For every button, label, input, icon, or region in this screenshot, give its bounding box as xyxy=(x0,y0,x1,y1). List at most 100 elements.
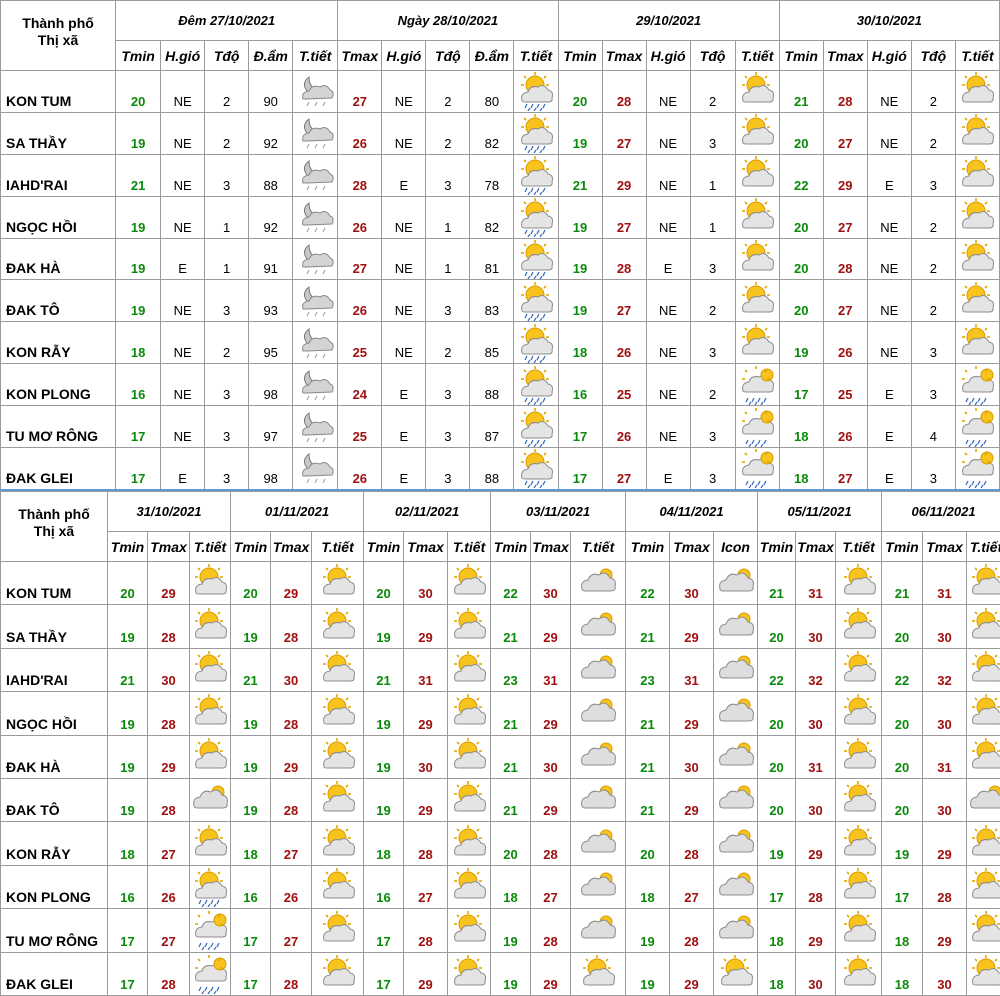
weather-icon-cell xyxy=(188,560,232,606)
tmin-value: 18 xyxy=(881,951,924,996)
section-divider xyxy=(0,489,1000,491)
column-header: T.tiết xyxy=(292,40,339,71)
weather-icon-cell xyxy=(513,237,559,281)
weather-icon-cell xyxy=(835,908,883,953)
cloud-icon xyxy=(581,612,616,636)
city-name: KON PLONG xyxy=(0,363,117,407)
wind-level: 3 xyxy=(910,153,956,197)
weather-icon-cell xyxy=(713,734,759,779)
tmax-value: 30 xyxy=(922,951,968,996)
table-row: KON TUM 20 NE 2 90 27 NE 2 80 20 28 NE 2 21 28 NE 2 xyxy=(0,70,1000,113)
weather-icon-cell xyxy=(734,70,780,113)
table-row: ĐAK TÔ 19 28 19 28 19 29 21 29 21 29 20 30 20 30 xyxy=(0,777,1000,823)
sun-cloud-icon xyxy=(972,564,1000,595)
tmax-value: 30 xyxy=(270,647,313,693)
tmax-value: 27 xyxy=(147,908,190,953)
tmin-value: 18 xyxy=(757,908,797,953)
sun-cloud-rain-icon xyxy=(520,323,553,363)
tmin-value: 19 xyxy=(107,777,148,823)
weather-icon-cell xyxy=(513,321,559,365)
wind-level: 3 xyxy=(425,363,471,407)
table-row: SA THẦY 19 28 19 28 19 29 21 29 21 29 20 30 20 30 xyxy=(0,604,1000,649)
tmin-value: 21 xyxy=(625,604,671,649)
day-header: Ngày 28/10/2021 xyxy=(337,0,559,41)
table-row: KON PLONG 16 26 16 26 16 27 18 27 18 27 17 28 17 28 xyxy=(0,864,1000,910)
weather-icon-cell xyxy=(734,363,780,407)
tmax-value: 28 xyxy=(669,821,715,866)
cloud-icon xyxy=(581,568,616,592)
column-header: Tmin xyxy=(625,531,671,562)
tmax-value: 29 xyxy=(795,821,837,866)
wind-level: 2 xyxy=(204,70,250,113)
city-name: ĐAK HÀ xyxy=(0,237,117,281)
sun-cloud-rain-icon xyxy=(520,156,553,196)
city-name: NGỌC HỒI xyxy=(0,691,108,736)
weather-icon-cell xyxy=(311,777,365,823)
sun-cloud-icon xyxy=(322,650,355,682)
sun-cloud-icon xyxy=(843,650,876,682)
wind-level: 3 xyxy=(204,447,250,490)
cloud-icon xyxy=(718,872,754,896)
tmax-value: 28 xyxy=(147,604,190,649)
tmin-value: 18 xyxy=(363,821,405,866)
column-header: Tmin xyxy=(107,531,148,562)
city-name: TU MƠ RÔNG xyxy=(0,405,117,449)
city-name: IAHD'RAI xyxy=(0,647,108,693)
tmax-value: 27 xyxy=(337,70,383,113)
column-header: T.tiết xyxy=(311,531,365,562)
sun-cloud-icon xyxy=(454,781,487,812)
weather-icon-cell xyxy=(954,153,1000,197)
column-header: T.tiết xyxy=(570,531,627,562)
tmin-value: 17 xyxy=(881,864,924,910)
cloud-icon xyxy=(581,742,616,766)
tmax-value: 32 xyxy=(922,647,968,693)
weather-icon-cell xyxy=(447,604,492,649)
tmin-value: 21 xyxy=(490,604,532,649)
weather-icon-cell xyxy=(447,691,492,736)
table-row: ĐAK HÀ 19 E 1 91 27 NE 1 81 19 28 E 3 20 28 NE 2 xyxy=(0,237,1000,281)
tmin-value: 21 xyxy=(557,153,603,197)
tmax-value: 28 xyxy=(270,951,313,996)
tmin-value: 19 xyxy=(757,821,797,866)
tmax-value: 32 xyxy=(795,647,837,693)
weather-icon-cell xyxy=(513,363,559,407)
wind-direction: E xyxy=(381,363,427,407)
weather-icon-cell xyxy=(954,405,1000,449)
city-name: KON RẪY xyxy=(0,821,108,866)
tmin-value: 16 xyxy=(115,363,162,407)
weather-icon-cell xyxy=(954,195,1000,239)
tmin-value: 20 xyxy=(881,777,924,823)
wind-direction: NE xyxy=(645,70,691,113)
sun-cloud-icon xyxy=(972,694,1000,725)
humidity-value: 95 xyxy=(248,321,294,365)
tmax-value: 30 xyxy=(403,560,449,606)
tmin-value: 19 xyxy=(557,237,603,281)
cloud-icon xyxy=(718,698,754,722)
weather-icon-cell xyxy=(713,821,759,866)
wind-level: 2 xyxy=(204,111,250,155)
tmin-value: 21 xyxy=(778,70,824,113)
column-header: T.tiết xyxy=(188,531,232,562)
weather-icon-cell xyxy=(570,777,627,823)
wind-level: 3 xyxy=(689,321,736,365)
wind-level: 3 xyxy=(910,321,956,365)
wind-direction: NE xyxy=(645,405,691,449)
tmax-value: 26 xyxy=(337,279,383,323)
wind-level: 1 xyxy=(425,237,471,281)
weather-icon-cell xyxy=(447,777,492,823)
sun-cloud-icon xyxy=(322,911,355,942)
city-name: KON RẪY xyxy=(0,321,117,365)
tmax-value: 30 xyxy=(669,560,715,606)
weather-icon-cell xyxy=(835,604,883,649)
wind-level: 3 xyxy=(425,447,471,490)
sun-cloud-icon xyxy=(454,954,487,986)
weather-icon-cell xyxy=(835,647,883,693)
weather-icon-cell xyxy=(966,647,1000,693)
cloud-icon xyxy=(581,829,616,853)
wind-direction: NE xyxy=(160,195,206,239)
wind-direction: NE xyxy=(160,363,206,407)
cloud-icon xyxy=(970,785,1000,809)
table-row: KON PLONG 16 NE 3 98 24 E 3 88 16 25 NE 2 17 25 E 3 xyxy=(0,363,1000,407)
tmax-value: 29 xyxy=(822,153,868,197)
sun-cloud-icon xyxy=(972,911,1000,942)
